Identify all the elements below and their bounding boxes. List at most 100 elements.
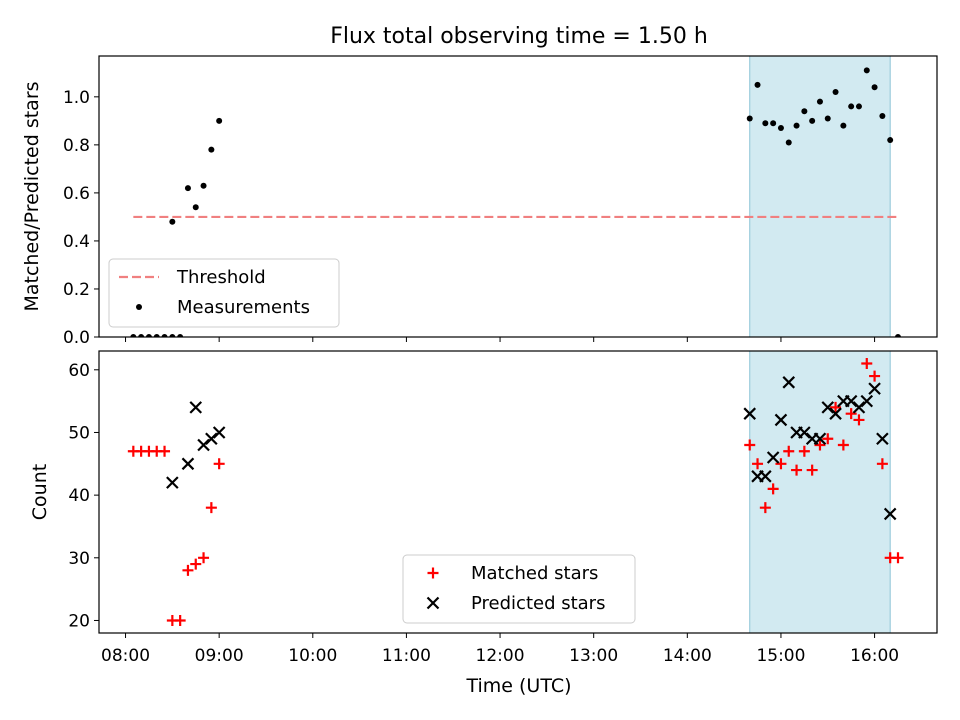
legend-box: [402, 554, 636, 624]
legend-label: Predicted stars: [471, 593, 605, 614]
measurement-point: [200, 182, 207, 189]
legend-label: Threshold: [176, 267, 266, 288]
y-tick-label: 0.0: [63, 328, 90, 348]
measurement-point: [762, 120, 769, 127]
y-tick-label: 20: [68, 611, 90, 631]
matched-point: [159, 445, 171, 457]
matched-point: [174, 614, 186, 626]
measurement-point: [161, 334, 168, 337]
measurement-point: [879, 113, 886, 120]
matched-point: [892, 552, 904, 564]
measurement-point: [153, 334, 160, 337]
measurement-point: [746, 115, 753, 122]
matched-point: [205, 502, 217, 514]
measurement-point: [855, 103, 862, 110]
matched-point: [775, 458, 787, 470]
legend: Threshold Measurements: [108, 258, 340, 328]
measurement-point: [863, 67, 870, 74]
legend-predicted-swatch: [426, 596, 440, 610]
matched-point: [830, 401, 842, 413]
matched-point: [759, 502, 771, 514]
y-tick-label: 0.6: [63, 184, 90, 204]
measurement-point: [208, 146, 215, 153]
predicted-point: [774, 413, 788, 427]
measurement-point: [169, 218, 176, 225]
predicted-point: [181, 457, 195, 471]
legend-matched-swatch: [427, 567, 439, 579]
predicted-point: [166, 476, 179, 489]
predicted-point: [868, 382, 881, 395]
predicted-point: [876, 432, 889, 446]
x-tick-label: 12:00: [476, 646, 525, 666]
measurement-point: [770, 120, 777, 127]
x-tick-label: 14:00: [663, 646, 712, 666]
measurement-point: [145, 334, 152, 337]
matched-point: [822, 433, 834, 445]
measurement-point: [816, 98, 823, 105]
measurement-point: [824, 115, 831, 122]
predicted-point: [189, 401, 203, 414]
highlight-span: [749, 55, 891, 338]
matched-point: [783, 445, 795, 457]
y-tick-label: 1.0: [63, 88, 90, 108]
measurement-point: [177, 334, 184, 337]
matched-point: [798, 445, 810, 457]
plot-area: [130, 67, 901, 337]
y-tick-label: 0.8: [63, 136, 90, 156]
legend-label: Measurements: [177, 297, 310, 318]
matched-point: [837, 439, 849, 451]
measurement-point: [754, 81, 761, 88]
matched-point: [806, 464, 818, 476]
measurement-point: [832, 89, 839, 96]
y-tick-label: 0.4: [63, 232, 90, 252]
y-tick-label: 30: [68, 549, 90, 569]
predicted-point: [212, 426, 226, 439]
top-panel: 0.0 0.2 0.4 0.6 0.8 1.0 Matched/Predicted star…: [21, 55, 938, 348]
x-axis-label: Time (UTC): [465, 675, 571, 697]
matched-point: [190, 558, 202, 570]
y-axis-label: Count: [29, 464, 51, 520]
matched-point: [767, 483, 779, 495]
matched-point: [752, 458, 764, 470]
y-tick-label: 40: [68, 486, 90, 506]
predicted-point: [759, 470, 772, 483]
matched-point: [198, 552, 210, 564]
matched-point: [853, 414, 865, 426]
matched-point: [814, 439, 826, 451]
chart-title: Flux total observing time = 1.50 h: [330, 24, 708, 49]
x-tick-label: 16:00: [850, 646, 899, 666]
predicted-point: [766, 451, 780, 464]
x-tick-label: 10:00: [288, 646, 337, 666]
matched-point: [182, 564, 194, 576]
measurement-point: [130, 334, 137, 337]
bottom-panel: 20 30 40 50 60 08:00 09:00 10:00 11:00 12:00 13:00…: [29, 350, 938, 666]
measurement-point: [871, 84, 878, 91]
measurement-point: [777, 125, 784, 132]
x-tick-label: 09:00: [195, 646, 244, 666]
measurement-point: [138, 334, 145, 337]
plot-area: [127, 358, 904, 626]
legend: Matched stars Predicted stars: [402, 554, 636, 624]
legend-box: [108, 258, 340, 328]
predicted-point: [743, 407, 757, 420]
predicted-point: [782, 376, 796, 389]
measurement-point: [192, 204, 199, 211]
y-tick-label: 50: [68, 423, 90, 443]
matched-point: [869, 370, 881, 382]
measurement-point: [801, 108, 808, 115]
x-tick-label: 08:00: [101, 646, 150, 666]
predicted-point: [829, 407, 842, 420]
predicted-point: [860, 394, 874, 408]
matched-point: [213, 458, 225, 470]
measurement-point: [216, 117, 223, 124]
measurement-point: [894, 334, 901, 337]
measurement-point: [887, 137, 894, 144]
matched-point: [845, 408, 857, 420]
measurement-point: [785, 139, 792, 146]
measurement-point: [848, 103, 855, 110]
x-tick-label: 11:00: [382, 646, 431, 666]
legend-measurement-swatch: [136, 304, 142, 310]
measurement-point: [840, 122, 847, 129]
matched-point: [876, 458, 888, 470]
